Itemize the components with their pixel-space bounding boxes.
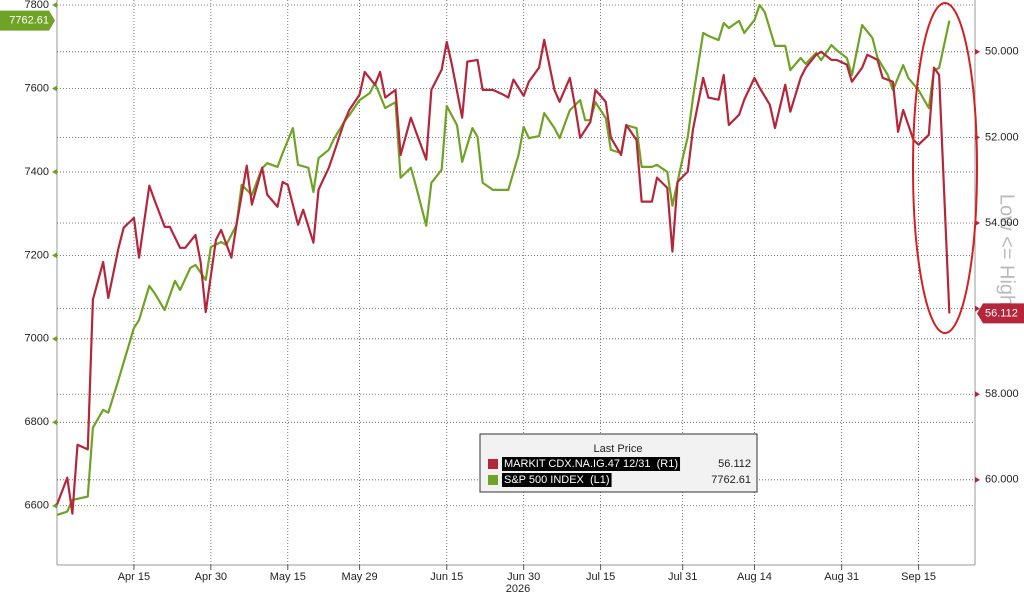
x-tick-label: Jul 31 bbox=[668, 571, 697, 583]
y2-tick-label: 58.000 bbox=[985, 388, 1019, 400]
x-tick-label: Jun 30 bbox=[507, 571, 540, 583]
x-tick-label: Sep 15 bbox=[901, 571, 936, 583]
y-tick bbox=[52, 168, 57, 175]
y2-axis-title: Low <= High bbox=[996, 194, 1018, 306]
y-tick-label: 7800 bbox=[25, 0, 49, 11]
x-tick-label: May 29 bbox=[342, 571, 378, 583]
x-tick-label: Aug 31 bbox=[824, 571, 859, 583]
y2-tick bbox=[975, 391, 980, 398]
legend-value: 56.112 bbox=[718, 458, 751, 470]
last-value-label: 56.112 bbox=[985, 307, 1018, 319]
series-line bbox=[55, 38, 951, 515]
y2-tick-label: 50.000 bbox=[985, 46, 1019, 58]
y2-tick-label: 60.000 bbox=[985, 474, 1019, 486]
y-tick-label: 7200 bbox=[25, 249, 49, 261]
y-tick-label: 6600 bbox=[25, 500, 49, 512]
lines bbox=[55, 3, 951, 516]
x-tick-label: Apr 30 bbox=[195, 571, 227, 583]
legend-value: 7762.61 bbox=[711, 474, 751, 486]
y2-tick-label: 54.000 bbox=[985, 217, 1019, 229]
legend-highlight bbox=[502, 473, 612, 487]
legend: Last Price MARKIT CDX.NA.IG.47 12/31 (R1… bbox=[479, 433, 758, 493]
legend-label: MARKIT CDX.NA.IG.47 12/31 (R1) bbox=[504, 458, 678, 470]
highlight-ellipse bbox=[912, 2, 978, 334]
last-value-badge bbox=[0, 10, 55, 31]
y2-tick-label: 52.000 bbox=[985, 131, 1019, 143]
last-value-label: 7762.61 bbox=[9, 15, 49, 27]
x-tick-label: Jul 15 bbox=[586, 571, 615, 583]
series-line bbox=[56, 3, 951, 516]
y-tick bbox=[52, 419, 57, 426]
y-tick bbox=[52, 252, 57, 259]
y-tick bbox=[52, 2, 57, 9]
y-tick-label: 6800 bbox=[25, 416, 49, 428]
y-tick-label: 7400 bbox=[25, 166, 49, 178]
x-tick-label: Jun 15 bbox=[430, 571, 463, 583]
legend-label: S&P 500 INDEX (L1) bbox=[504, 474, 610, 486]
y2-tick bbox=[975, 48, 980, 55]
x-tick-label: Aug 14 bbox=[737, 571, 772, 583]
x-axis-year: 2026 bbox=[506, 583, 530, 594]
y2-tick bbox=[975, 305, 980, 312]
x-tick-label: May 15 bbox=[270, 571, 306, 583]
last-value-badge bbox=[977, 303, 1024, 324]
legend-title: Last Price bbox=[594, 443, 643, 455]
y2-tick bbox=[975, 476, 980, 483]
y-tick-label: 7600 bbox=[25, 82, 49, 94]
y-tick-label: 7000 bbox=[25, 333, 49, 345]
y-tick bbox=[52, 85, 57, 92]
y-tick bbox=[52, 335, 57, 342]
x-tick-label: Apr 15 bbox=[118, 571, 150, 583]
y-tick bbox=[52, 502, 57, 509]
legend-swatch bbox=[488, 459, 498, 469]
legend-swatch bbox=[488, 475, 498, 485]
legend-highlight bbox=[502, 457, 681, 471]
